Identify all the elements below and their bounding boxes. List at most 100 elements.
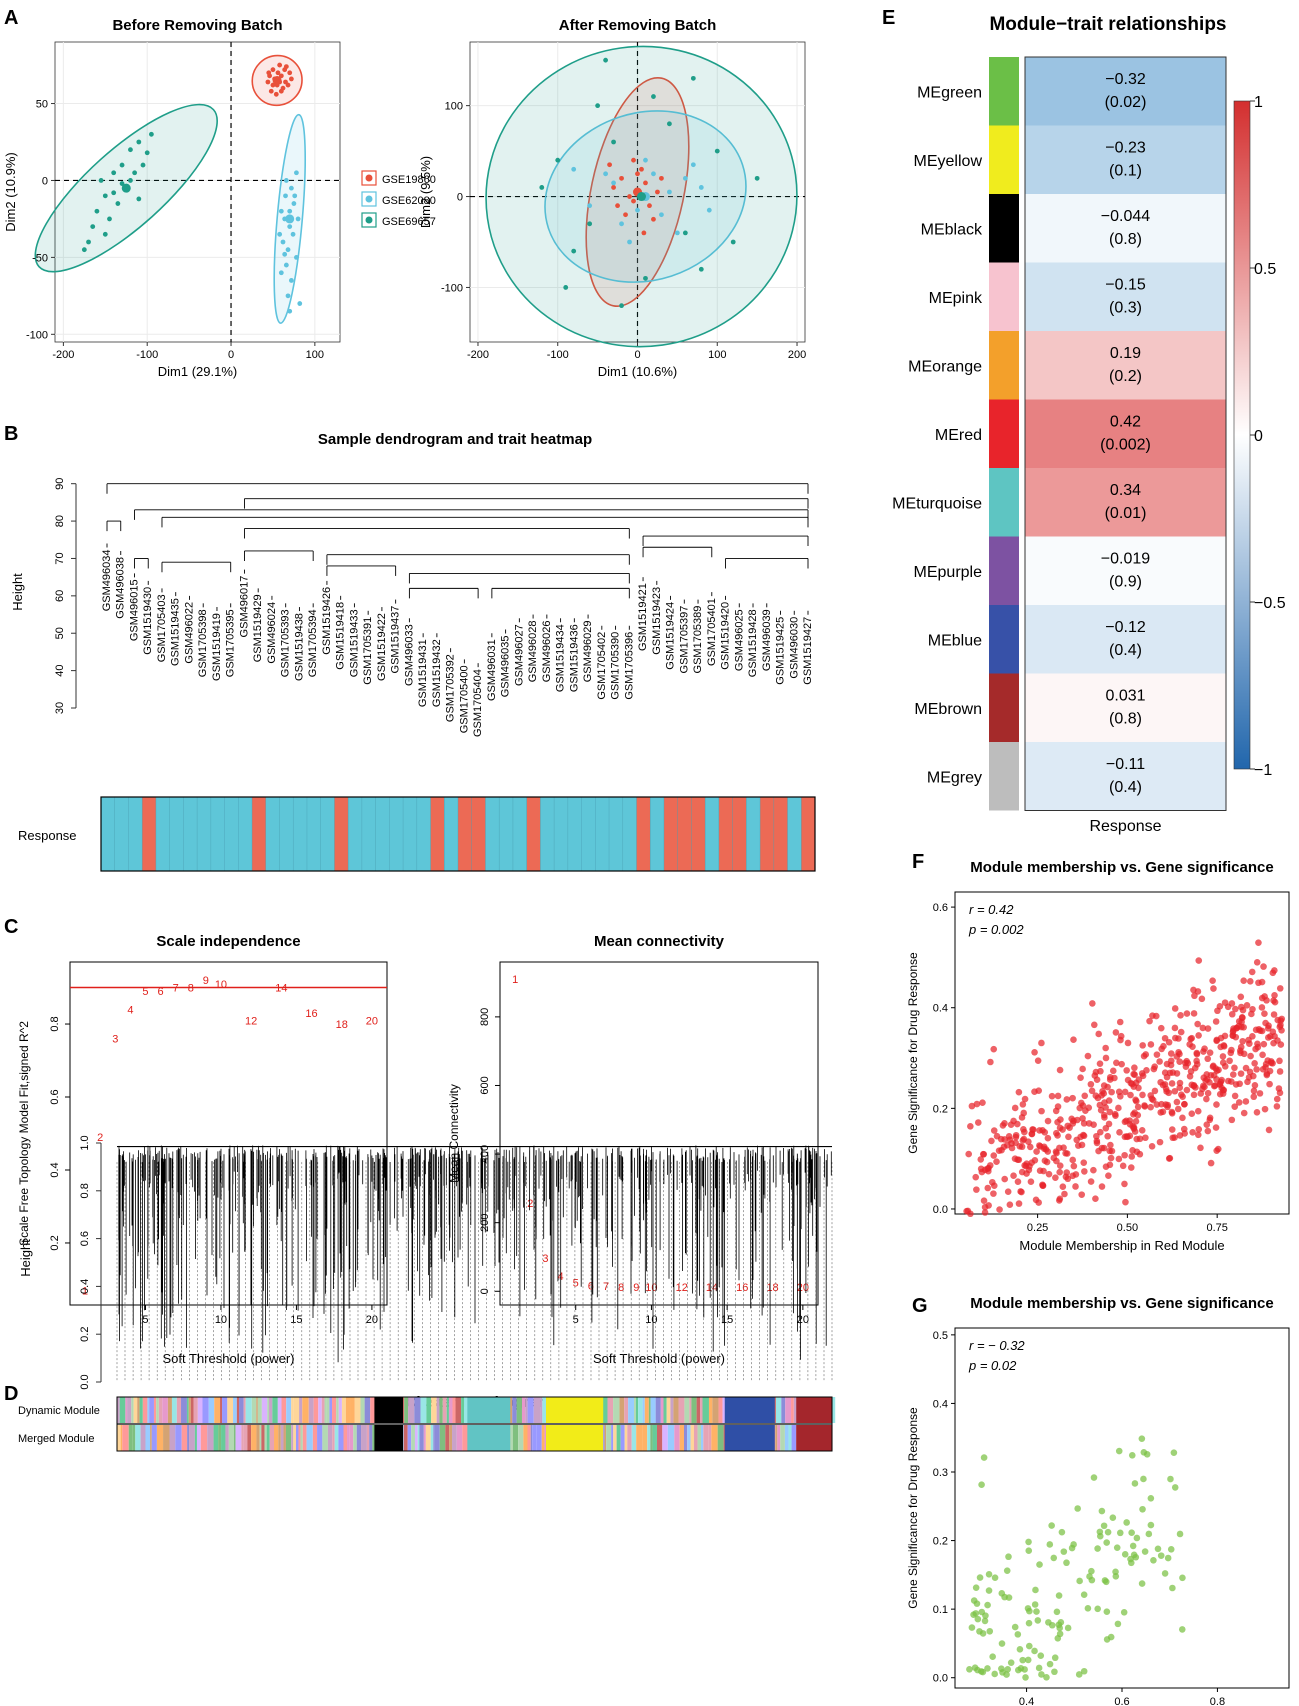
- data-point: [1116, 1529, 1124, 1537]
- p-value-annotation: p = 0.002: [968, 922, 1024, 937]
- data-point: [1048, 1621, 1056, 1629]
- data-point: [1173, 1098, 1181, 1106]
- data-point: [1021, 1162, 1028, 1169]
- module-stripe: [181, 1397, 187, 1423]
- power-label: 18: [766, 1282, 778, 1294]
- point-GSE62080: [277, 231, 283, 237]
- point-GSE69657: [119, 162, 125, 168]
- response-row-label: Response: [18, 828, 77, 843]
- point-GSE62080: [706, 207, 712, 213]
- data-point: [1108, 1088, 1115, 1096]
- module-stripe: [642, 1397, 645, 1423]
- power-label: 8: [188, 983, 194, 995]
- point-GSE19860: [275, 70, 281, 76]
- point-GSE19860: [631, 157, 636, 163]
- data-point: [1188, 1081, 1196, 1089]
- data-point: [1132, 1097, 1140, 1105]
- response-cell: [114, 797, 129, 871]
- data-point: [1204, 1089, 1212, 1097]
- data-point: [998, 1590, 1006, 1597]
- data-point: [1177, 1028, 1185, 1036]
- data-point: [1219, 1090, 1227, 1097]
- point-GSE62080: [291, 201, 297, 206]
- module-stripe: [532, 1425, 537, 1451]
- data-point: [1142, 1134, 1149, 1142]
- response-cell: [732, 797, 747, 871]
- heat-cell: [1025, 742, 1226, 811]
- response-cell: [677, 797, 692, 871]
- data-point: [1136, 1135, 1144, 1143]
- data-point: [1090, 1166, 1097, 1174]
- cluster-dendrogram: Cluster Dendrogram0.00.20.40.60.81.0Heig…: [18, 1135, 836, 1452]
- module-stripe: [186, 1397, 189, 1423]
- module-label: MEred: [935, 427, 982, 444]
- module-stripe: [628, 1397, 635, 1423]
- response-cell: [389, 797, 404, 871]
- data-point: [1226, 1057, 1233, 1065]
- data-point: [1146, 1017, 1153, 1025]
- point-GSE19860: [659, 175, 664, 181]
- correlation-value: −0.32: [1105, 71, 1146, 88]
- sample-label: GSM496025: [733, 609, 745, 671]
- module-stripe: [332, 1397, 337, 1423]
- module-stripe: [448, 1397, 453, 1423]
- module-stripe: [281, 1397, 287, 1423]
- power-label: 5: [142, 986, 148, 998]
- point-GSE69657: [102, 193, 108, 199]
- module-block: [724, 1425, 775, 1451]
- heat-cell: [1025, 57, 1226, 126]
- x-tick-label: 0: [228, 349, 234, 361]
- module-stripe: [298, 1425, 301, 1451]
- module-stripe: [256, 1425, 260, 1451]
- data-point: [1056, 1630, 1064, 1638]
- heat-cell: [1025, 194, 1226, 263]
- module-stripe: [190, 1397, 194, 1423]
- module-stripe: [266, 1425, 270, 1451]
- point-GSE69657: [136, 139, 142, 145]
- panel-letter-c: C: [4, 916, 18, 938]
- y-tick-label: 0.2: [933, 1103, 948, 1115]
- data-point: [1003, 1141, 1011, 1149]
- y-tick-label: 0.5: [933, 1330, 948, 1342]
- legend-label: GSE69657: [382, 216, 436, 228]
- mm-gs-red-plot: Module membership vs. Gene significance r…: [906, 859, 1290, 1253]
- data-point: [989, 1178, 996, 1186]
- module-stripe: [139, 1397, 143, 1423]
- data-point: [1121, 1151, 1128, 1159]
- point-GSE62080: [627, 239, 632, 245]
- module-stripe: [132, 1425, 136, 1451]
- data-point: [1063, 1096, 1071, 1103]
- data-point: [1206, 1049, 1214, 1056]
- point-GSE69657: [595, 103, 601, 109]
- y-axis-label: Scale Free Topology Model Fit,signed R^2: [17, 1021, 31, 1246]
- data-point: [1003, 1567, 1011, 1574]
- sample-label: GSM1705397: [678, 606, 690, 674]
- x-tick-label: 0.50: [1117, 1222, 1138, 1234]
- module-stripe: [666, 1397, 671, 1423]
- point-GSE69657: [667, 121, 672, 127]
- module-stripe: [145, 1425, 151, 1451]
- data-point: [1179, 1574, 1186, 1582]
- data-point: [998, 1665, 1005, 1672]
- module-label: MEturquoise: [892, 495, 982, 512]
- point-GSE62080: [285, 293, 291, 299]
- point-GSE62080: [288, 278, 294, 283]
- module-stripe: [171, 1397, 177, 1423]
- correlation-value: −0.11: [1106, 756, 1145, 773]
- module-stripe: [650, 1425, 653, 1451]
- response-cell: [403, 797, 418, 871]
- data-point: [1051, 1668, 1058, 1676]
- data-point: [1034, 1617, 1042, 1624]
- data-point: [1052, 1107, 1060, 1115]
- module-stripe: [156, 1425, 164, 1451]
- data-point: [1114, 1620, 1122, 1628]
- data-point: [1127, 1164, 1135, 1171]
- data-point: [1277, 1041, 1285, 1048]
- response-cell: [471, 797, 486, 871]
- response-frame: [100, 796, 816, 872]
- sample-label: GSM496039: [761, 609, 773, 671]
- data-point: [1032, 1586, 1039, 1594]
- module-stripe: [620, 1425, 625, 1451]
- module-stripe: [670, 1397, 674, 1423]
- data-point: [1167, 1546, 1175, 1553]
